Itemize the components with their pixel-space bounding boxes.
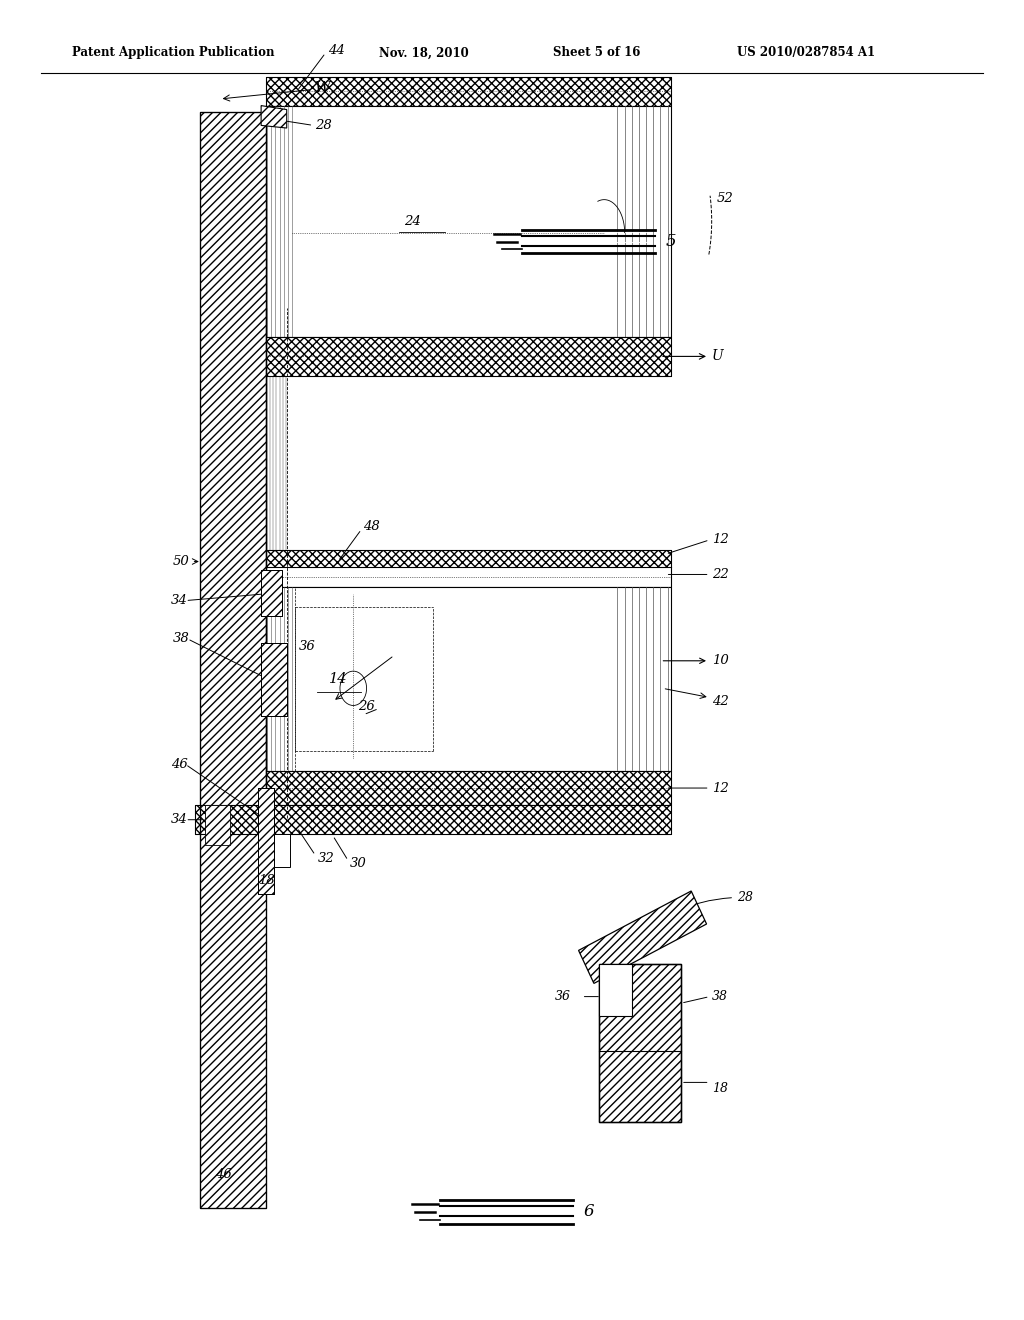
Text: 52: 52	[717, 191, 733, 205]
Text: 28: 28	[315, 119, 332, 132]
Text: 6: 6	[584, 1204, 594, 1220]
Bar	[266, 550, 671, 568]
Text: Nov. 18, 2010: Nov. 18, 2010	[379, 46, 469, 59]
Text: 18: 18	[712, 1082, 728, 1096]
Bar	[266, 337, 671, 376]
Polygon shape	[261, 106, 287, 128]
Text: 38: 38	[173, 632, 189, 645]
Bar	[266, 587, 671, 771]
Text: 24: 24	[404, 215, 421, 227]
Text: 34: 34	[171, 813, 187, 826]
Bar	[599, 964, 681, 1122]
Text: 26: 26	[358, 700, 375, 713]
Bar	[200, 112, 266, 1208]
Bar	[266, 550, 671, 568]
Bar	[195, 805, 671, 834]
Text: 28: 28	[737, 891, 754, 904]
Text: W: W	[223, 82, 331, 102]
Text: 44: 44	[328, 44, 344, 57]
Text: 48: 48	[364, 520, 380, 533]
Bar	[200, 112, 266, 1208]
Text: 12: 12	[712, 781, 728, 795]
Polygon shape	[579, 891, 707, 983]
Bar	[195, 805, 671, 834]
Text: 14: 14	[329, 672, 347, 686]
Bar	[266, 106, 671, 337]
Bar	[266, 77, 671, 106]
Bar	[266, 568, 671, 587]
Bar	[261, 643, 287, 715]
Text: 18: 18	[258, 874, 274, 887]
Text: 22: 22	[712, 568, 728, 581]
Text: U: U	[664, 350, 723, 363]
Bar	[205, 805, 230, 845]
Bar	[266, 771, 671, 805]
Bar	[266, 337, 671, 376]
Text: 46: 46	[171, 758, 187, 771]
Text: 12: 12	[712, 533, 728, 546]
Bar	[266, 771, 671, 805]
Text: 38: 38	[712, 990, 728, 1003]
Text: 34: 34	[171, 594, 187, 607]
Bar	[599, 964, 632, 1016]
Bar	[258, 788, 274, 894]
Text: 36: 36	[299, 640, 315, 652]
Text: 5: 5	[666, 234, 676, 249]
Text: 32: 32	[317, 851, 334, 865]
Bar	[261, 570, 282, 616]
Text: Patent Application Publication: Patent Application Publication	[72, 46, 274, 59]
Bar	[266, 550, 671, 587]
Text: 50: 50	[173, 554, 189, 568]
Bar	[261, 643, 287, 715]
Bar	[261, 570, 282, 616]
Text: 46: 46	[215, 1168, 231, 1181]
Bar	[258, 788, 274, 894]
Bar	[599, 964, 681, 1122]
Text: 36: 36	[554, 990, 570, 1003]
Text: US 2010/0287854 A1: US 2010/0287854 A1	[737, 46, 876, 59]
Bar	[271, 834, 290, 867]
Bar	[266, 77, 671, 106]
Text: 30: 30	[350, 857, 367, 870]
Text: 10: 10	[664, 655, 728, 668]
Text: 42: 42	[712, 694, 728, 708]
Text: Sheet 5 of 16: Sheet 5 of 16	[553, 46, 640, 59]
